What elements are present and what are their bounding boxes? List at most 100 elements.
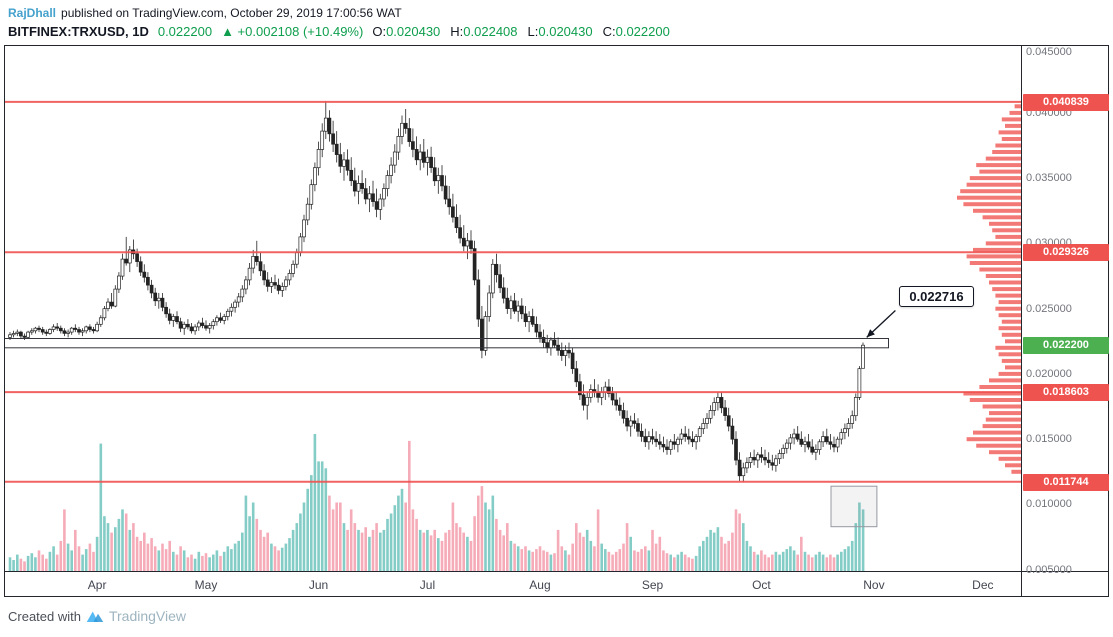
- volume-bar: [175, 554, 179, 571]
- volume-bar: [524, 546, 527, 571]
- candle-body: [382, 188, 386, 200]
- candle-body: [588, 389, 593, 398]
- volume-profile-bar: [969, 176, 1021, 181]
- price-callout[interactable]: 0.022716: [899, 286, 974, 308]
- candle-body: [505, 297, 510, 309]
- candle-body: [719, 397, 724, 409]
- volume-profile-bar: [998, 352, 1021, 357]
- volume-bar: [77, 546, 81, 571]
- volume-bar: [861, 509, 865, 571]
- volume-profile-bar: [989, 280, 1021, 285]
- volume-bar: [553, 553, 556, 571]
- candle-body: [552, 339, 557, 346]
- volume-profile-layer: [957, 104, 1021, 474]
- volume-bar: [691, 558, 694, 571]
- volume-bar: [480, 486, 484, 571]
- volume-bar: [121, 509, 124, 571]
- chart-canvas[interactable]: [4, 45, 1021, 571]
- candle-body: [247, 267, 252, 281]
- volume-bar: [284, 543, 288, 571]
- candle-body: [737, 459, 742, 477]
- candle-body: [254, 256, 259, 262]
- candle-body: [472, 248, 477, 281]
- candle-body: [403, 122, 408, 129]
- volume-bar: [814, 554, 818, 571]
- candle-body: [697, 428, 702, 437]
- candle-body: [628, 420, 633, 427]
- candle-body: [821, 436, 825, 443]
- candle-body: [371, 193, 375, 202]
- volume-bar: [197, 551, 201, 571]
- volume-bar: [433, 529, 436, 571]
- candle-body: [378, 198, 383, 210]
- volume-bar: [549, 554, 553, 571]
- volume-bar: [41, 554, 44, 571]
- level-price-label: 0.029326: [1023, 244, 1109, 262]
- candle-body: [567, 350, 571, 354]
- volume-bar: [212, 554, 215, 571]
- candle-body: [730, 425, 735, 440]
- volume-bar: [379, 532, 382, 571]
- volume-bar: [774, 551, 778, 571]
- volume-bar: [52, 546, 55, 571]
- volume-bar: [95, 536, 99, 571]
- candle-body: [316, 149, 321, 169]
- candle-body: [480, 318, 484, 351]
- volume-profile-bar: [992, 150, 1021, 154]
- candle-body: [483, 316, 488, 351]
- volume-bar: [669, 554, 672, 571]
- candle-body: [828, 441, 833, 445]
- candle-body: [454, 216, 459, 229]
- candle-body: [407, 128, 412, 142]
- volume-bar: [473, 516, 476, 571]
- volume-bar: [128, 529, 132, 571]
- volume-profile-bar: [982, 424, 1021, 429]
- volume-bar: [422, 532, 426, 571]
- volume-profile-bar: [985, 156, 1021, 161]
- volume-profile-bar: [1005, 339, 1021, 344]
- candle-body: [211, 321, 216, 326]
- volume-bar: [752, 551, 756, 571]
- volume-profile-bar: [1011, 469, 1021, 474]
- candle-body: [726, 415, 731, 427]
- candle-body: [363, 188, 368, 200]
- price-channel[interactable]: [4, 338, 889, 349]
- volume-bar: [673, 557, 676, 571]
- candle-body: [668, 441, 673, 450]
- candle-body: [443, 185, 448, 200]
- candle-body: [559, 350, 564, 356]
- candle-body: [88, 326, 92, 330]
- volume-bar: [458, 527, 462, 571]
- candle-body: [367, 193, 372, 200]
- candle-body: [451, 206, 455, 218]
- candle-body: [774, 458, 778, 466]
- selection-box[interactable]: [830, 485, 878, 528]
- volume-bar: [466, 536, 469, 571]
- volume-bar: [349, 509, 353, 571]
- candle-body: [549, 339, 553, 349]
- volume-bar: [302, 502, 306, 571]
- volume-profile-bar: [1001, 117, 1021, 122]
- volume-bar: [640, 549, 643, 571]
- candle-body: [632, 420, 637, 424]
- candle-body: [313, 167, 317, 186]
- y-axis-tick: 0.025000: [1026, 302, 1072, 315]
- volume-profile-bar: [1005, 123, 1021, 128]
- volume-bar: [502, 535, 505, 571]
- candle-body: [149, 284, 154, 294]
- volume-profile-bar: [985, 241, 1021, 246]
- volume-bar: [418, 529, 422, 571]
- volume-bar: [662, 550, 665, 571]
- tradingview-wordmark[interactable]: TradingView: [108, 608, 187, 624]
- candle-body: [356, 183, 361, 192]
- volume-bar: [389, 513, 393, 571]
- x-axis-month-label: Apr: [87, 578, 107, 592]
- volume-bar: [266, 532, 269, 571]
- candle-body: [240, 288, 245, 298]
- author-link[interactable]: RajDhall: [8, 6, 57, 20]
- volume-bar: [487, 509, 491, 571]
- volume-bar: [771, 554, 774, 571]
- volume-bar: [832, 557, 836, 571]
- x-axis-month-label: May: [194, 578, 218, 592]
- volume-bar: [70, 550, 73, 571]
